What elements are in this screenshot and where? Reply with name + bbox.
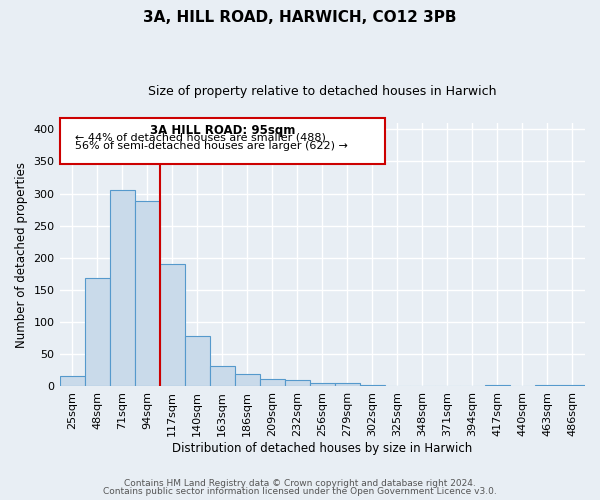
X-axis label: Distribution of detached houses by size in Harwich: Distribution of detached houses by size … <box>172 442 472 455</box>
FancyBboxPatch shape <box>59 118 385 164</box>
Y-axis label: Number of detached properties: Number of detached properties <box>15 162 28 348</box>
Text: Contains public sector information licensed under the Open Government Licence v3: Contains public sector information licen… <box>103 487 497 496</box>
Text: 3A HILL ROAD: 95sqm: 3A HILL ROAD: 95sqm <box>150 124 295 137</box>
Bar <box>310 382 335 386</box>
Bar <box>209 366 235 386</box>
Bar <box>535 385 560 386</box>
Bar <box>185 336 209 386</box>
Text: Contains HM Land Registry data © Crown copyright and database right 2024.: Contains HM Land Registry data © Crown c… <box>124 478 476 488</box>
Bar <box>110 190 134 386</box>
Bar <box>360 384 385 386</box>
Bar <box>260 378 285 386</box>
Bar <box>560 385 585 386</box>
Bar <box>485 385 510 386</box>
Text: ← 44% of detached houses are smaller (488): ← 44% of detached houses are smaller (48… <box>76 132 326 142</box>
Bar <box>59 376 85 386</box>
Title: Size of property relative to detached houses in Harwich: Size of property relative to detached ho… <box>148 85 497 98</box>
Text: 56% of semi-detached houses are larger (622) →: 56% of semi-detached houses are larger (… <box>76 141 348 151</box>
Bar <box>160 264 185 386</box>
Bar <box>85 278 110 386</box>
Text: 3A, HILL ROAD, HARWICH, CO12 3PB: 3A, HILL ROAD, HARWICH, CO12 3PB <box>143 10 457 25</box>
Bar <box>134 201 160 386</box>
Bar <box>235 374 260 386</box>
Bar <box>285 380 310 386</box>
Bar <box>335 382 360 386</box>
